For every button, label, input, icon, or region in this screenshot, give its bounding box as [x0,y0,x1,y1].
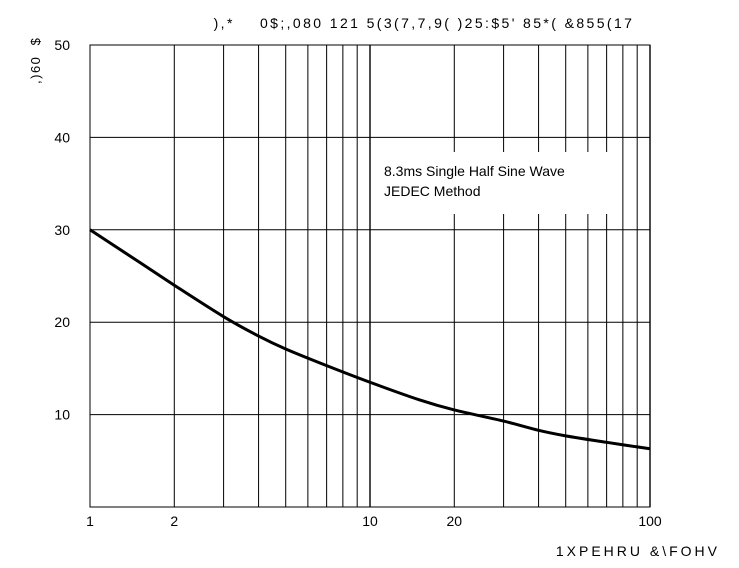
annotation-line-1: 8.3ms Single Half Sine Wave [384,163,565,179]
x-tick-label: 1 [86,513,94,529]
y-tick-label: 20 [54,314,70,330]
x-axis-label: 1XPEHRU &\FOHV [556,543,720,559]
plot-frame [89,44,651,508]
annotation-line-2: JEDEC Method [384,183,480,199]
chart-title: ),* 0$;,080 121 5(3(7,7,9( )25:$5' 85*( … [214,15,635,31]
annotation-box [378,152,614,214]
x-tick-label: 10 [362,513,378,529]
grid-lines [90,44,651,507]
y-tick-label: 50 [54,37,70,53]
x-tick-label: 2 [170,513,178,529]
tick-labels: 1 2 10 20 100 10 20 30 40 50 [54,37,661,529]
y-tick-label: 30 [54,222,70,238]
y-axis-label: ,)60 $ [28,37,43,84]
data-series [89,228,651,451]
x-tick-label: 100 [638,513,662,529]
x-tick-label: 20 [446,513,462,529]
y-tick-label: 40 [54,129,70,145]
series-line [89,228,651,451]
y-tick-label: 10 [54,407,70,423]
